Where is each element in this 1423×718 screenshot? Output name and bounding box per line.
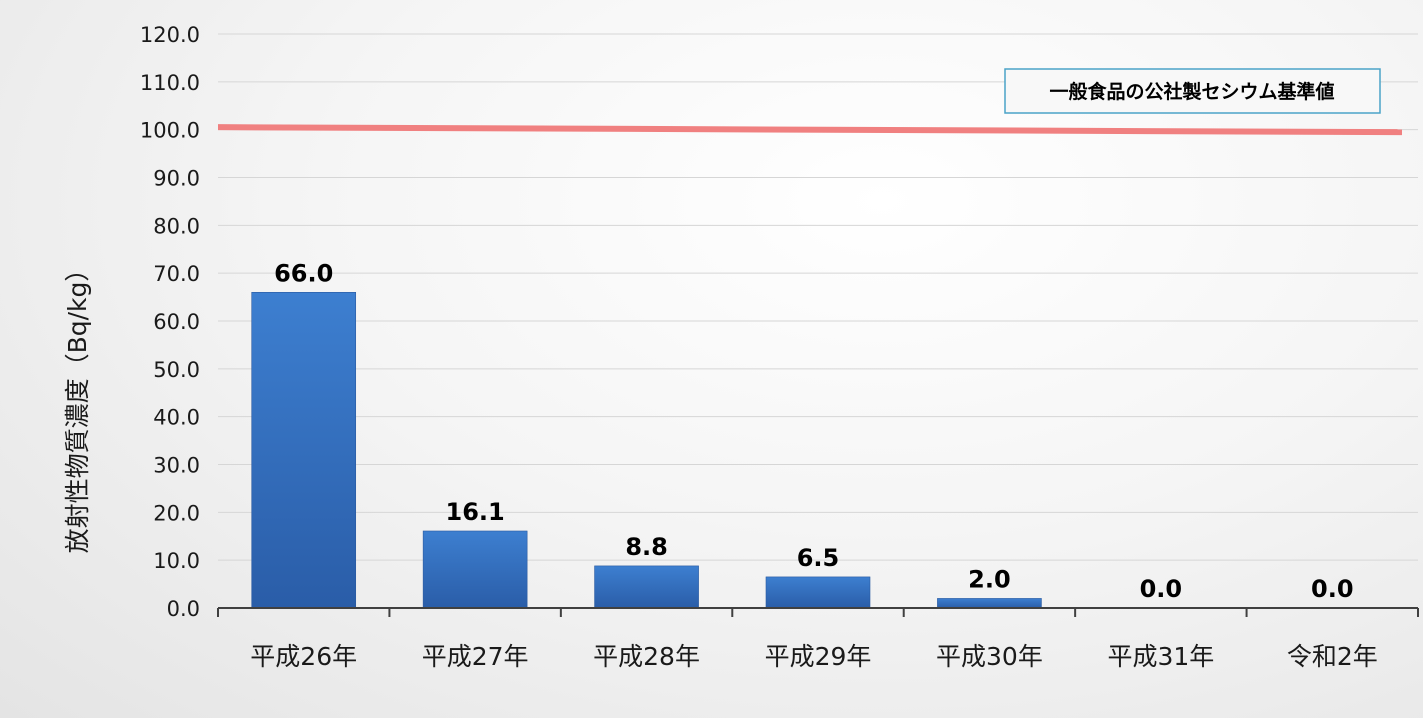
y-tick-label: 80.0 — [153, 214, 200, 238]
reference-line-group — [217, 124, 1403, 136]
x-category-label: 平成26年 — [250, 642, 357, 671]
y-tick-label: 120.0 — [140, 23, 200, 47]
y-tick-label: 50.0 — [153, 358, 200, 382]
x-category-label: 平成27年 — [422, 642, 529, 671]
bars — [251, 291, 1042, 609]
legend: 一般食品の公社製セシウム基準値 — [1004, 68, 1381, 114]
x-category-label: 平成28年 — [593, 642, 700, 671]
bar — [765, 576, 871, 609]
legend-label: 一般食品の公社製セシウム基準値 — [1049, 80, 1334, 103]
bar — [422, 530, 528, 609]
y-tick-label: 20.0 — [153, 501, 200, 525]
bar — [937, 598, 1042, 609]
bar — [251, 291, 357, 609]
bar — [594, 565, 699, 609]
data-label: 16.1 — [446, 498, 505, 526]
x-category-label: 平成31年 — [1107, 642, 1214, 671]
y-tick-label: 100.0 — [140, 119, 200, 143]
y-axis-label: 放射性物質濃度（Bq/kg） — [63, 257, 92, 554]
legend-box — [1004, 68, 1381, 114]
x-category-label: 平成30年 — [936, 642, 1043, 671]
y-tick-label: 70.0 — [153, 262, 200, 286]
data-label: 2.0 — [968, 565, 1011, 593]
data-label: 0.0 — [1311, 575, 1354, 603]
y-tick-label: 110.0 — [140, 71, 200, 95]
x-axis — [217, 607, 1419, 617]
y-tick-label: 40.0 — [153, 406, 200, 430]
data-label: 6.5 — [797, 544, 840, 572]
x-category-label: 令和2年 — [1287, 642, 1378, 671]
data-label: 66.0 — [274, 259, 333, 287]
reference-line — [217, 124, 1403, 136]
y-tick-label: 30.0 — [153, 454, 200, 478]
y-tick-label: 0.0 — [167, 597, 200, 621]
data-labels: 66.0 16.1 8.8 6.5 2.0 0.0 0.0 — [274, 259, 1353, 603]
x-category-label: 平成29年 — [765, 642, 872, 671]
data-label: 0.0 — [1140, 575, 1183, 603]
x-axis-category-labels: 平成26年 平成27年 平成28年 平成29年 平成30年 平成31年 令和2年 — [250, 642, 1377, 671]
y-axis-tick-labels: 0.0 10.0 20.0 30.0 40.0 50.0 60.0 70.0 80.0 90.0 1… — [140, 23, 200, 621]
y-tick-label: 10.0 — [153, 549, 200, 573]
y-tick-label: 90.0 — [153, 167, 200, 191]
data-label: 8.8 — [625, 533, 668, 561]
y-tick-label: 60.0 — [153, 310, 200, 334]
